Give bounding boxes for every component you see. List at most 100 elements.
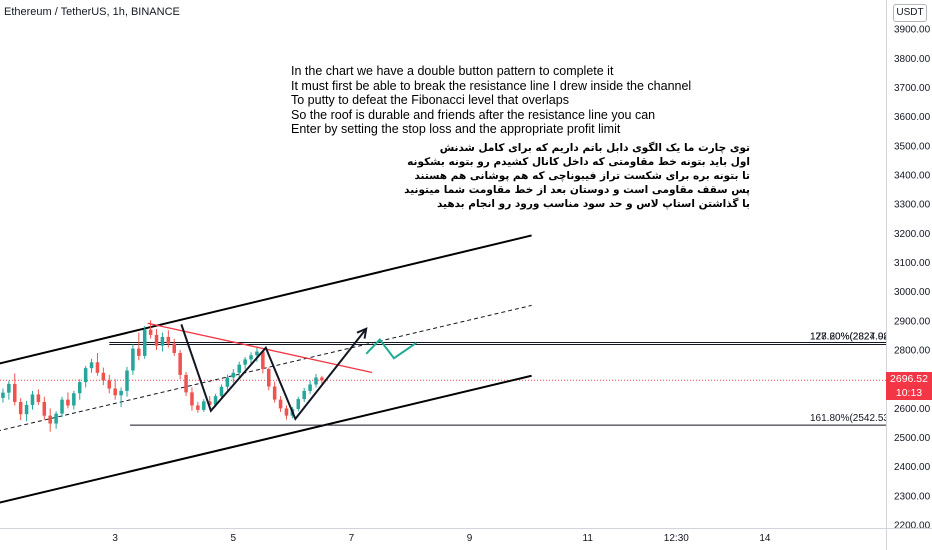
time-tick-label: 9 <box>467 533 473 544</box>
candle-body <box>249 355 253 360</box>
candle-body <box>83 368 88 383</box>
price-axis[interactable]: 2200.002300.002400.002500.002600.002700.… <box>886 0 932 550</box>
time-tick-label: 12:30 <box>664 533 689 544</box>
candle-body <box>320 377 324 381</box>
note-fa-line: پس سقف مقاومی است و دوستان بعد از خط مقا… <box>404 184 750 196</box>
price-tick-label: 3000.00 <box>894 287 931 298</box>
price-tick-label: 3500.00 <box>894 141 931 152</box>
candle-body <box>284 408 289 416</box>
candle-body <box>278 399 283 409</box>
candle-body <box>77 382 82 394</box>
time-tick-label: 3 <box>112 533 118 544</box>
candle-body <box>213 396 218 405</box>
candle-body <box>166 336 171 344</box>
channel-upper-line <box>0 234 532 365</box>
price-tick-label: 3700.00 <box>894 83 931 94</box>
candle-body <box>196 405 200 410</box>
candle-body <box>89 362 94 369</box>
overlay-layer <box>147 322 417 421</box>
price-tick-label: 2500.00 <box>894 433 931 444</box>
candle-body <box>261 351 265 370</box>
candle-body <box>207 401 212 405</box>
candle-body <box>66 399 70 406</box>
candle-body <box>160 336 165 346</box>
candle-body <box>296 399 301 409</box>
candle-body <box>190 392 194 406</box>
price-tick-label: 2300.00 <box>894 491 931 502</box>
price-tick-label: 2600.00 <box>894 404 931 415</box>
candle-body <box>219 386 224 397</box>
time-tick-label: 5 <box>231 533 237 544</box>
price-tick-label: 2900.00 <box>894 316 931 327</box>
candle-body <box>266 369 271 387</box>
note-english: In the chart we have a double button pat… <box>291 64 691 137</box>
currency-selector[interactable]: USDT <box>893 4 927 22</box>
candle-body <box>154 334 159 346</box>
candle-body <box>178 352 182 375</box>
candle-body <box>255 351 259 356</box>
price-tick-label: 3600.00 <box>894 112 931 123</box>
candle-body <box>125 370 129 391</box>
candle-body <box>131 348 135 371</box>
fib-label-upper-overlap: 178.60%(2824.92) <box>810 331 892 342</box>
price-tick-label: 3400.00 <box>894 171 931 182</box>
channel-lower-line <box>0 374 532 504</box>
candle-body <box>30 394 35 405</box>
candle-body <box>302 390 306 400</box>
note-en-line: To putty to defeat the Fibonacci level t… <box>291 93 569 107</box>
candle-body <box>7 383 11 393</box>
price-axis-pane <box>886 0 932 550</box>
fib-label-lower: 161.80%(2542.53) <box>810 413 892 424</box>
candle-body <box>272 386 277 400</box>
candle-body <box>314 377 318 385</box>
price-tick-label: 2200.00 <box>894 521 931 532</box>
last-price-value: 2696.52 <box>890 373 928 385</box>
candle-body <box>119 390 123 396</box>
drawing-layer: 127.20%(2827.08)178.60%(2824.92) 161.80%(… <box>0 234 892 504</box>
note-fa-line: اول باید بتونه خط مقاومتی که داخل کانال … <box>407 156 750 168</box>
time-axis[interactable]: 3 5 7 9 11 12:30 14 <box>0 528 932 545</box>
note-en-line: Enter by setting the stop loss and the a… <box>291 122 621 136</box>
price-tick-label: 3800.00 <box>894 54 931 65</box>
note-en-line: So the roof is durable and friends after… <box>291 107 656 122</box>
price-tick-label: 3200.00 <box>894 229 931 240</box>
candle-body <box>54 413 58 424</box>
double-bottom-path <box>180 324 367 421</box>
candle-body <box>48 415 52 424</box>
price-tick-label: 2800.00 <box>894 346 931 357</box>
candle-body <box>18 401 23 415</box>
note-en-line: It must first be able to break the resis… <box>291 78 692 93</box>
candle-body <box>172 343 177 353</box>
resistance-line <box>147 322 373 374</box>
candle-body <box>308 384 312 391</box>
candle-body <box>137 348 141 356</box>
candle-body <box>12 383 17 402</box>
price-tick-label: 3900.00 <box>894 25 931 36</box>
bar-countdown: 10:13 <box>895 387 923 399</box>
price-tick-label: 3300.00 <box>894 200 931 211</box>
candle-body <box>231 372 236 378</box>
candle-body <box>95 362 100 373</box>
last-price-tag: 2696.52 10:13 <box>886 372 932 400</box>
candle-body <box>60 399 64 414</box>
candle-body <box>42 401 47 416</box>
candle-body <box>142 329 147 356</box>
fib-label-upper: 127.20%(2827.08) <box>810 331 892 342</box>
candle-body <box>237 364 241 373</box>
arrow-head <box>356 327 368 339</box>
note-fa-line: تا بتونه بره برای شکست تراز فیبوناچی که … <box>414 170 750 182</box>
time-tick-label: 14 <box>759 533 771 544</box>
candle-body <box>184 374 188 393</box>
time-tick-label: 11 <box>583 533 594 544</box>
chart-title: Ethereum / TetherUS, 1h, BINANCE <box>4 6 180 18</box>
channel-mid-line <box>0 304 532 431</box>
price-tick-label: 3100.00 <box>894 258 931 269</box>
time-tick-label: 7 <box>349 533 355 544</box>
note-persian: توی چارت ما یک الگوی دابل باتم داریم که … <box>404 141 750 211</box>
candle-body <box>243 359 247 365</box>
candle-body <box>225 377 230 387</box>
price-tick-label: 2400.00 <box>894 462 931 473</box>
candle-body <box>202 401 206 410</box>
projection-path <box>365 338 417 360</box>
